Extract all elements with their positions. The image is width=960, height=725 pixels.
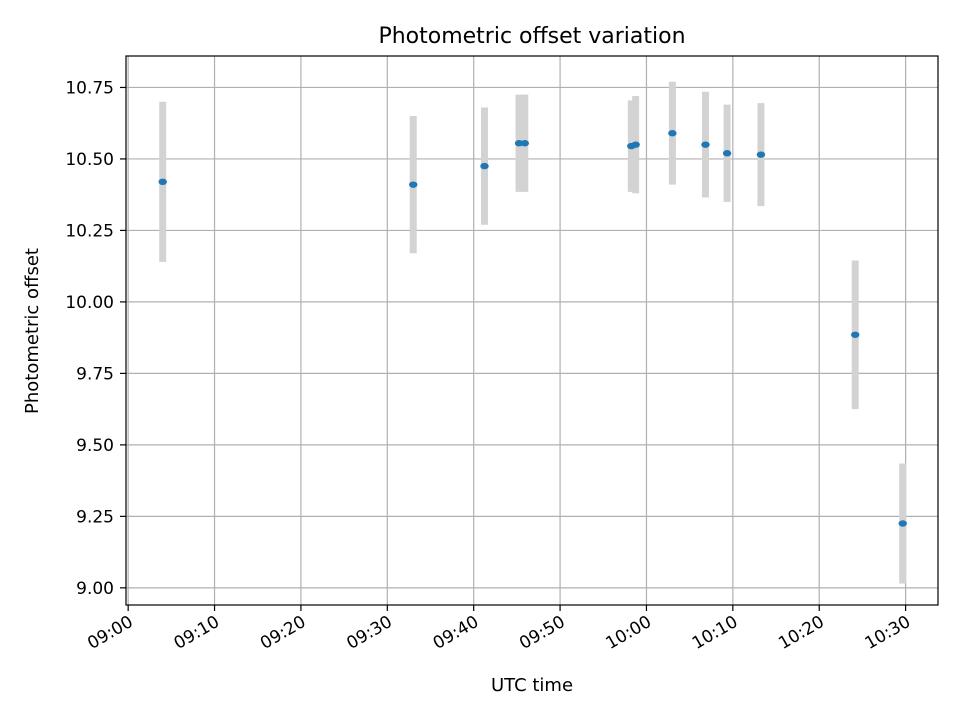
y-tick-label: 10.25 — [65, 221, 114, 241]
x-tick-label: 09:50 — [516, 612, 568, 654]
x-axis-title: UTC time — [491, 675, 573, 696]
y-tick-label: 9.25 — [76, 507, 114, 527]
y-tick-label: 9.75 — [76, 364, 114, 384]
x-tick-label: 09:20 — [257, 612, 309, 654]
data-point — [158, 178, 167, 186]
y-axis-title: Photometric offset — [22, 248, 43, 414]
data-point — [851, 331, 860, 338]
data-point — [480, 162, 489, 170]
y-tick-label: 10.75 — [65, 78, 114, 98]
data-point — [520, 140, 530, 147]
chart-title: Photometric offset variation — [378, 24, 685, 49]
data-point — [722, 150, 732, 157]
data-point — [898, 520, 907, 527]
error-bars — [159, 81, 907, 584]
y-tick-label: 9.50 — [76, 436, 114, 456]
gridlines — [126, 56, 938, 605]
data-point — [756, 151, 766, 158]
data-point — [514, 140, 524, 147]
x-tick-label: 09:40 — [430, 612, 482, 654]
data-point — [409, 181, 418, 188]
x-tick-label: 09:00 — [84, 612, 136, 654]
x-tick-label: 10:20 — [775, 612, 827, 654]
y-axis-ticks: 9.00 9.25 9.50 9.75 10.00 10.25 10.50 10.75 — [65, 78, 126, 599]
data-point — [668, 130, 677, 137]
y-tick-label: 9.00 — [76, 579, 114, 599]
x-tick-label: 09:10 — [171, 612, 223, 654]
plot-frame — [125, 55, 939, 606]
data-point — [701, 141, 710, 148]
x-tick-label: 10:00 — [603, 612, 655, 654]
data-point — [631, 141, 640, 148]
x-tick-label: 09:30 — [343, 612, 395, 654]
data-points — [158, 130, 907, 527]
x-axis-ticks: 09:00 09:10 09:20 09:30 09:40 09:50 10:00 10:10… — [84, 605, 914, 654]
y-tick-label: 10.50 — [65, 150, 114, 170]
y-tick-label: 10.00 — [65, 293, 114, 313]
x-tick-label: 10:10 — [689, 612, 741, 654]
x-tick-label: 10:30 — [862, 612, 914, 654]
